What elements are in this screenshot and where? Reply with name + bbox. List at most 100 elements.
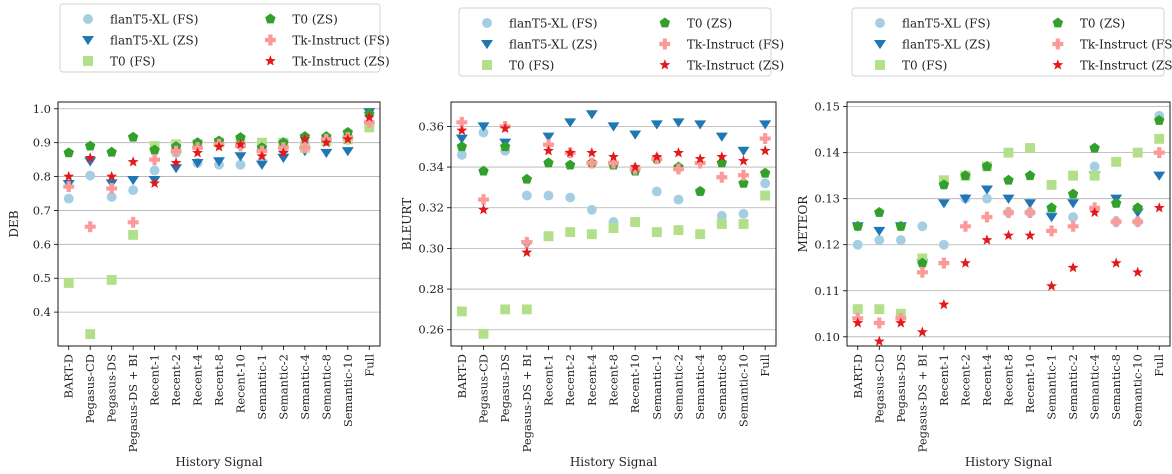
legend: flanT5-XL (FS) T0 (ZS) flanT5-XL (ZS) Tk-In…	[851, 7, 1172, 77]
chart-panel-bleurt: 0.26 0.28 0.30 0.32 0.34 0.36 BART-D Pegasus-CD…	[400, 7, 784, 469]
data-point	[651, 227, 662, 238]
legend-label: flanT5-XL (ZS)	[110, 34, 198, 48]
x-tick-label: Recent-2	[169, 354, 183, 406]
data-point	[342, 133, 354, 144]
data-point	[586, 147, 598, 158]
data-point	[1003, 147, 1014, 158]
x-tick-label: BART-D	[455, 354, 469, 399]
data-point	[673, 225, 684, 236]
data-point	[235, 132, 246, 142]
data-point	[149, 144, 160, 155]
legend-label: T0 (ZS)	[292, 13, 337, 27]
data-point	[716, 219, 727, 229]
legend-marker	[83, 14, 93, 24]
data-point	[456, 306, 467, 317]
legend-marker	[482, 60, 492, 70]
legend-marker	[875, 60, 885, 70]
legend-label: T0 (ZS)	[687, 17, 732, 31]
data-point	[1046, 280, 1058, 291]
data-point	[85, 329, 96, 340]
series-t0-fs	[456, 190, 771, 339]
data-point	[938, 257, 950, 269]
data-point	[128, 185, 139, 196]
data-point	[874, 235, 885, 246]
y-tick-label: 0.6	[33, 237, 51, 251]
data-point	[716, 151, 728, 162]
data-point	[1110, 197, 1122, 208]
data-point	[456, 124, 468, 136]
data-point	[1154, 133, 1165, 144]
data-point	[1132, 216, 1144, 228]
data-point	[738, 155, 749, 166]
legend-label: Tk-Instruct (ZS)	[292, 55, 389, 69]
x-tick-label: BART-D	[851, 354, 865, 399]
legend-label: Tk-Instruct (FS)	[1080, 38, 1172, 52]
data-point	[277, 153, 290, 164]
data-point	[938, 239, 949, 250]
x-tick-label: Full	[758, 354, 772, 377]
data-point	[1024, 170, 1036, 181]
legend-marker	[264, 34, 276, 46]
data-point	[607, 122, 620, 132]
data-point	[256, 150, 268, 161]
data-point	[608, 151, 619, 162]
y-tick-label: 0.9	[33, 136, 51, 150]
data-point	[521, 236, 533, 248]
data-point	[543, 145, 554, 156]
data-point	[106, 170, 118, 182]
data-point	[651, 186, 662, 197]
data-point	[565, 227, 576, 238]
data-point	[738, 169, 749, 181]
x-axis-label: History Signal	[570, 455, 657, 469]
data-point	[586, 204, 597, 215]
data-point	[235, 159, 246, 170]
data-point	[128, 229, 139, 240]
legend-marker	[875, 18, 885, 28]
data-point	[873, 335, 885, 347]
data-point	[564, 147, 576, 158]
data-point	[106, 191, 117, 202]
data-point	[1153, 202, 1165, 213]
data-point	[959, 220, 971, 232]
y-tick-label: 0.10	[814, 330, 840, 344]
data-point	[84, 157, 97, 167]
data-point	[1089, 142, 1100, 153]
data-point	[874, 304, 885, 315]
x-tick-label: Pegasus-DS	[894, 354, 908, 423]
data-point	[759, 145, 771, 156]
data-point	[85, 170, 96, 181]
x-tick-label: Semantic-2	[276, 354, 290, 420]
series-tk-instruct-zs	[63, 111, 375, 188]
y-tick-label: 0.11	[814, 284, 840, 298]
data-point	[477, 122, 490, 132]
data-point	[1003, 207, 1014, 218]
legend-label: Tk-Instruct (FS)	[687, 38, 784, 52]
x-tick-label: Pegasus-DS + BI	[520, 354, 534, 452]
data-point	[521, 173, 533, 184]
data-point	[608, 223, 619, 234]
y-tick-label: 0.13	[814, 192, 840, 206]
x-tick-label: Recent-10	[628, 354, 642, 413]
data-point	[738, 208, 749, 219]
legend-label: flanT5-XL (FS)	[902, 17, 990, 31]
data-point	[981, 234, 993, 245]
data-point	[673, 194, 684, 205]
data-point	[478, 165, 489, 176]
data-point	[456, 141, 468, 152]
data-point	[760, 190, 771, 201]
data-point	[213, 157, 225, 167]
data-point	[629, 130, 642, 140]
data-point	[759, 120, 772, 130]
data-point	[106, 146, 117, 157]
x-tick-label: Semantic-1	[255, 354, 269, 420]
data-point	[499, 122, 511, 134]
data-point	[543, 139, 554, 151]
legend-marker	[83, 56, 93, 66]
data-point	[694, 157, 706, 169]
data-point	[716, 171, 728, 183]
data-point	[672, 118, 685, 128]
legend-marker	[481, 39, 493, 50]
legend-label: flanT5-XL (FS)	[509, 17, 597, 31]
legend-marker	[659, 38, 671, 50]
x-tick-label: Pegasus-DS	[105, 354, 119, 423]
